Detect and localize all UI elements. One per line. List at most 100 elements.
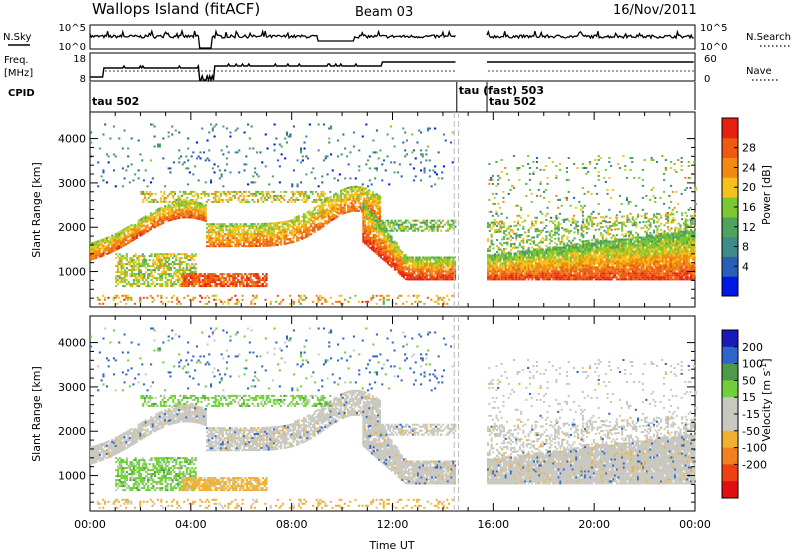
power-cell (518, 258, 521, 261)
power-cell (610, 250, 613, 253)
power-cell (635, 264, 638, 267)
power-cell (183, 210, 186, 213)
power-cell (343, 206, 346, 208)
power-cell (684, 254, 687, 257)
power-cell (150, 228, 153, 231)
power-cell (679, 240, 682, 243)
power-cell (237, 241, 240, 244)
power-cell (686, 252, 689, 255)
power-cell (144, 217, 147, 220)
power-cell (534, 220, 537, 223)
power-cell (691, 258, 694, 261)
power-cell (541, 276, 544, 279)
power-cell (564, 276, 567, 279)
power-cell (660, 278, 663, 281)
power-cell (372, 242, 375, 245)
power-cell (670, 244, 673, 247)
power-cell (399, 249, 402, 252)
power-cell (668, 213, 671, 216)
power-cell (668, 260, 671, 263)
power-cell (315, 216, 318, 218)
power-cell (573, 244, 576, 247)
power-cell (250, 241, 253, 244)
power-cell (313, 229, 316, 232)
power-cell (622, 278, 625, 281)
power-cell (631, 268, 634, 271)
power-cell (675, 256, 678, 259)
power-cell (555, 274, 558, 277)
power-cell (436, 268, 439, 271)
power-cell (502, 258, 505, 261)
power-cell (525, 268, 528, 271)
power-cell (406, 276, 409, 279)
power-cell (660, 276, 663, 279)
power-cell (661, 258, 664, 261)
power-cell (278, 221, 281, 224)
power-cell (600, 244, 603, 247)
power-cell (529, 226, 532, 229)
power-cell (171, 214, 174, 217)
power-cell (534, 230, 537, 233)
power-cell (220, 227, 223, 230)
power-cell (663, 246, 666, 249)
power-cell (510, 249, 513, 252)
power-cell (679, 244, 682, 247)
power-cell (601, 260, 604, 263)
power-cell (511, 243, 514, 245)
power-cell (137, 225, 140, 228)
power-cell (531, 274, 534, 277)
power-cell (550, 220, 553, 223)
power-cell (107, 236, 110, 239)
power-cell (354, 187, 357, 190)
power-cell (548, 250, 551, 253)
power-cell (341, 198, 344, 201)
power-cell (654, 256, 657, 259)
power-cell (487, 258, 490, 261)
power-cell (607, 266, 610, 269)
power-cell (452, 274, 455, 277)
power-cell (343, 208, 346, 210)
power-cell (220, 245, 223, 248)
power-cell (454, 276, 457, 279)
power-cell (502, 266, 505, 269)
power-cell (527, 262, 530, 265)
power-cell (690, 223, 693, 226)
power-cell (345, 199, 348, 202)
power-cell (95, 254, 98, 257)
power-cell (635, 217, 638, 220)
power-cell (582, 254, 585, 257)
power-cell (409, 278, 412, 281)
power-cell (691, 238, 694, 241)
power-cell (243, 225, 246, 228)
power-cell (102, 244, 105, 247)
power-cell (649, 276, 652, 279)
power-cell (568, 240, 571, 243)
power-cell (499, 260, 502, 263)
power-cell (90, 250, 93, 253)
power-cell (502, 238, 505, 241)
power-cell (439, 270, 442, 273)
power-cell (522, 227, 525, 230)
power-cell (163, 198, 166, 201)
power-cell (508, 258, 511, 261)
power-cell (116, 238, 119, 240)
power-cell (665, 248, 668, 251)
power-cell (167, 215, 170, 218)
power-cell (267, 234, 270, 237)
power-cell (494, 260, 497, 263)
power-cell (504, 262, 507, 265)
power-cell (425, 262, 428, 265)
power-cell (369, 213, 372, 215)
power-cell (266, 230, 269, 233)
power-cell (619, 240, 622, 243)
power-cell (684, 248, 687, 251)
power-cell (118, 235, 121, 238)
power-cell (487, 250, 490, 253)
power-cell (575, 278, 578, 281)
power-cell (577, 233, 580, 235)
power-cell (253, 229, 256, 232)
power-cell (670, 250, 673, 253)
power-cell (667, 262, 670, 265)
power-cell (362, 224, 365, 227)
power-cell (570, 244, 573, 247)
